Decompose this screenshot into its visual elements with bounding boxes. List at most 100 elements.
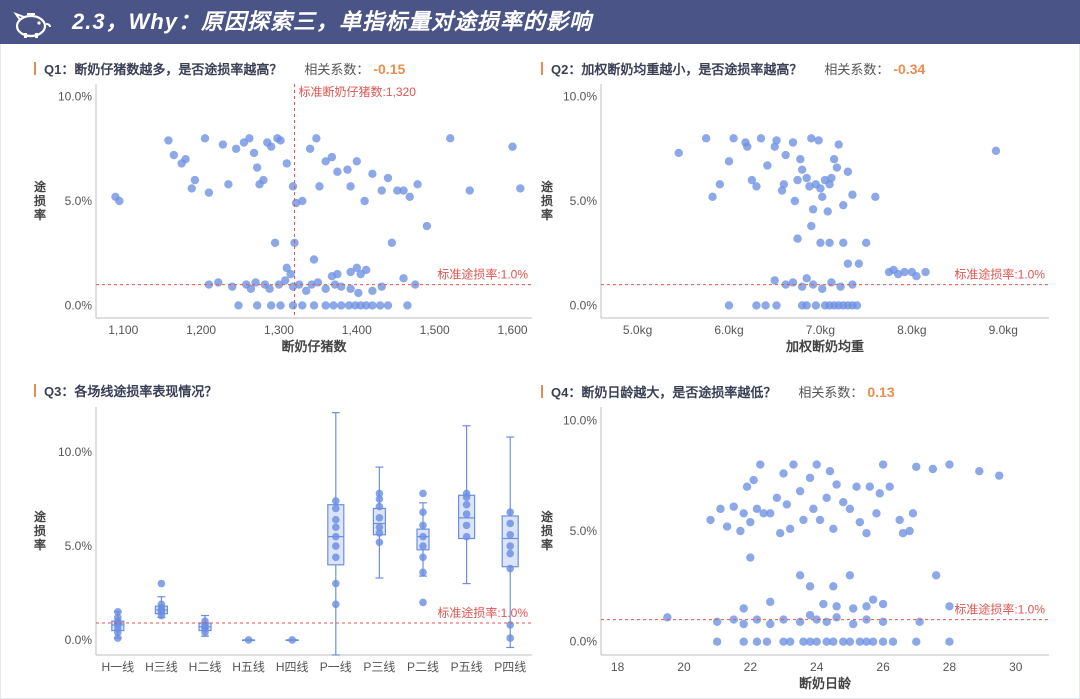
q2-data-point [781,280,790,289]
q4-y-axis-label: 率 [541,537,553,552]
q3-data-point [244,636,253,644]
panel-q1: Q1：断奶仔猪数越多，是否途损率越高？ 相关系数： -0.15 0.0% 5.0% 10… [34,58,544,358]
q1-data-point [266,142,276,151]
q1-data-point [361,265,371,275]
q2-data-point [839,200,848,210]
q1-data-point [465,186,474,195]
q4-data-point [845,504,855,514]
q4-data-point [945,602,954,611]
q4-data-point [855,637,865,646]
q1-data-point [228,282,237,291]
q1-question: Q1：断奶仔猪数越多，是否途损率越高？ [44,62,283,77]
q1-data-point [360,196,369,206]
q1-data-point [231,144,241,153]
q2-data-point [797,165,807,174]
q3-box-0 [111,607,125,642]
q4-data-point [832,602,841,611]
q3-box-9 [501,436,519,649]
q1-data-point [218,140,228,149]
q1-data-point [309,255,319,264]
q1-data-point [252,163,262,172]
q3-box-2 [198,614,212,637]
q4-data-point [772,493,782,502]
q3-x-tick-label: P一线 [320,660,352,674]
q3-data-point [332,504,340,513]
q4-data-point [815,515,825,525]
q3-box-chart: 0.0% 5.0% 10.0% 途损率 H一线 H三线 H二线 H五线 H四线 P一线 P三线 P二线… [34,407,532,674]
q2-data-point [827,278,836,287]
q4-data-point [829,524,838,533]
q4-x-tick-label: 28 [943,660,957,674]
q4-ref-label-y: 标准途损率:1.0% [954,602,1045,617]
q1-data-point [251,278,260,287]
q1-data-point [187,184,196,193]
q3-data-point [114,634,122,642]
q2-data-point [814,136,823,145]
q2-data-point [747,175,757,185]
q2-x-tick-label: 8.0kg [897,323,926,337]
q4-corr-value: 0.13 [867,384,895,400]
q2-data-point [797,282,807,291]
q3-data-point [419,532,427,541]
q4-data-point [795,571,805,580]
q4-data-point [845,637,855,646]
q3-data-point [506,549,514,558]
q3-data-point [114,613,122,622]
q4-data-point [776,529,785,538]
q1-data-point [282,263,291,273]
q1-data-point [282,159,291,168]
q2-data-point [724,157,734,166]
q4-data-point [805,637,815,646]
q4-x-tick-label: 18 [611,660,625,674]
q1-data-point [352,263,362,273]
q2-data-point [808,205,818,214]
q4-data-point [822,617,831,626]
q1-data-point [337,282,346,291]
q2-y-tick-label: 0.0% [570,298,598,312]
q1-y-tick-label: 0.0% [65,298,93,312]
q1-x-tick-label: 1,500 [420,323,450,337]
q3-data-point [375,538,384,547]
q2-data-point [825,238,834,247]
q4-data-point [812,460,821,469]
q2-data-point [772,301,781,310]
q3-data-point [419,489,427,498]
q3-y-tick-label: 10.0% [58,445,92,459]
q1-data-point [313,278,323,287]
q1-data-point [204,188,214,197]
q4-data-point [862,529,871,538]
q4-question: Q4：断奶日龄越大，是否途损率越低？ [551,385,777,400]
q2-data-point [861,238,871,247]
q4-data-point [746,517,755,527]
q1-data-point [422,221,432,231]
q2-data-point [802,301,811,310]
q3-data-point [114,607,122,616]
q4-data-point [912,637,921,646]
q2-x-tick-label: 7.0kg [806,323,835,337]
q4-data-point [829,637,838,646]
q3-y-axis-label: 途 [34,509,47,524]
q3-data-point [462,521,471,530]
q4-data-point [663,613,672,622]
q2-data-point [781,150,790,160]
q1-data-point [377,186,386,195]
q2-data-point [724,301,734,310]
q1-data-point [295,280,304,289]
q4-y-axis-label: 损 [541,523,553,538]
q2-data-point [836,282,845,291]
q4-data-point [945,637,954,646]
q4-data-point [865,482,874,491]
q4-data-point [752,637,762,646]
q3-y-axis-label: 损 [34,523,46,538]
q2-y-tick-label: 5.0% [570,194,598,208]
q4-data-point [779,637,788,646]
panel-q2: Q2：加权断奶均重越小，是否途损率越高？ 相关系数： -0.34 0.0% 5.0% 1… [541,58,1061,358]
q3-data-point [375,502,384,511]
q1-data-point [368,301,377,310]
q3-data-point [375,489,384,498]
q4-data-point [825,467,835,476]
q4-data-point [739,637,748,646]
q4-y-tick-label: 10.0% [563,413,597,427]
q4-data-point [799,637,808,646]
